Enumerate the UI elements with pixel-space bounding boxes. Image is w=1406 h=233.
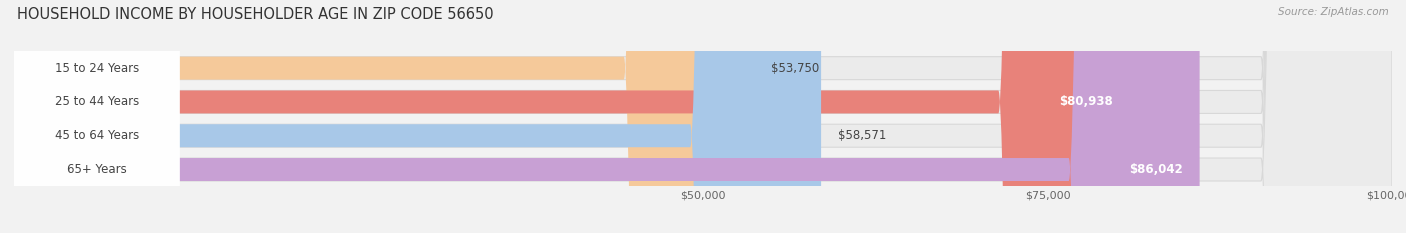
- Text: 65+ Years: 65+ Years: [67, 163, 127, 176]
- Text: $80,938: $80,938: [1059, 96, 1112, 108]
- FancyBboxPatch shape: [14, 0, 1199, 233]
- FancyBboxPatch shape: [14, 0, 1392, 233]
- Text: $86,042: $86,042: [1129, 163, 1182, 176]
- Text: 45 to 64 Years: 45 to 64 Years: [55, 129, 139, 142]
- Text: 15 to 24 Years: 15 to 24 Years: [55, 62, 139, 75]
- FancyBboxPatch shape: [14, 0, 180, 233]
- FancyBboxPatch shape: [14, 0, 180, 233]
- Text: Source: ZipAtlas.com: Source: ZipAtlas.com: [1278, 7, 1389, 17]
- FancyBboxPatch shape: [14, 0, 821, 233]
- FancyBboxPatch shape: [14, 0, 755, 233]
- FancyBboxPatch shape: [14, 0, 1392, 233]
- Text: $58,571: $58,571: [838, 129, 886, 142]
- FancyBboxPatch shape: [14, 0, 1392, 233]
- FancyBboxPatch shape: [14, 0, 1129, 233]
- Text: 25 to 44 Years: 25 to 44 Years: [55, 96, 139, 108]
- FancyBboxPatch shape: [14, 0, 1392, 233]
- FancyBboxPatch shape: [14, 0, 180, 233]
- Text: HOUSEHOLD INCOME BY HOUSEHOLDER AGE IN ZIP CODE 56650: HOUSEHOLD INCOME BY HOUSEHOLDER AGE IN Z…: [17, 7, 494, 22]
- Text: $53,750: $53,750: [772, 62, 820, 75]
- FancyBboxPatch shape: [14, 0, 180, 233]
